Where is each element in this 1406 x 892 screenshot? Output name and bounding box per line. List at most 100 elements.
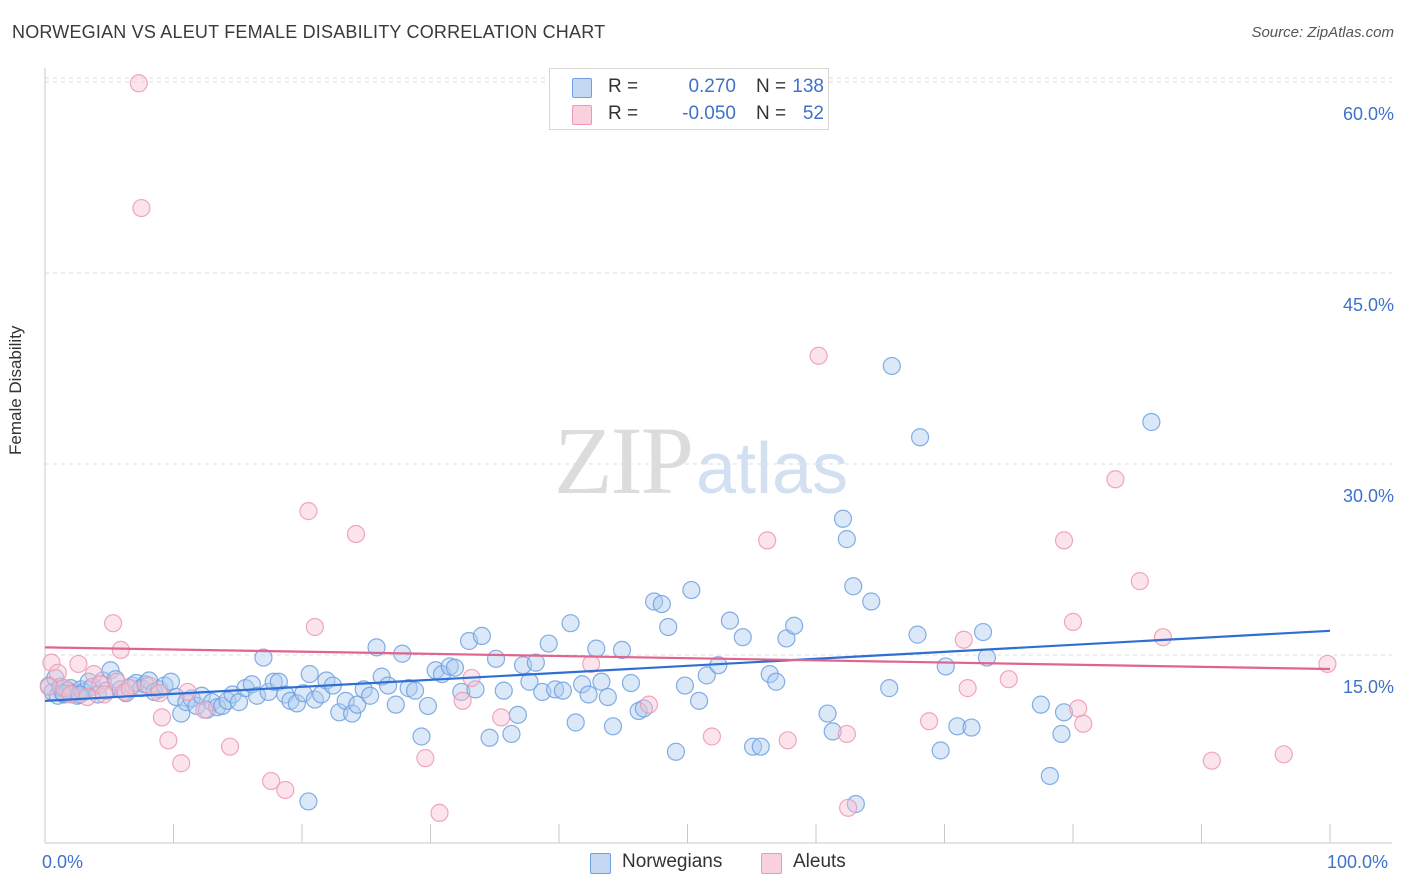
aleuts-point bbox=[837, 724, 856, 744]
norwegians-point bbox=[300, 664, 319, 684]
watermark-zip: ZIP bbox=[554, 407, 694, 514]
aleuts-point bbox=[1063, 612, 1083, 631]
aleuts-point bbox=[139, 676, 159, 695]
aleuts-point bbox=[778, 731, 797, 750]
norwegians-point bbox=[675, 676, 695, 695]
norwegians-point bbox=[579, 685, 598, 704]
norwegians-point bbox=[659, 617, 678, 637]
norwegians-point bbox=[910, 428, 930, 447]
norwegians-point bbox=[299, 792, 318, 811]
r-label: R = bbox=[608, 76, 639, 97]
norwegians-point bbox=[760, 664, 779, 684]
norwegians-point bbox=[587, 639, 606, 658]
aleuts-point bbox=[582, 654, 601, 674]
norwegians-point bbox=[697, 666, 716, 685]
norwegians-point bbox=[472, 626, 491, 646]
norwegians-trend-line bbox=[44, 629, 1331, 702]
norwegians-point bbox=[348, 695, 367, 714]
aleuts-point bbox=[262, 771, 281, 791]
aleuts-point bbox=[1106, 470, 1125, 489]
norwegians-point bbox=[445, 658, 465, 677]
aleuts-point bbox=[492, 708, 511, 727]
aleuts-point bbox=[95, 685, 114, 704]
norwegians-swatch bbox=[572, 78, 592, 98]
norwegians-point bbox=[367, 638, 386, 657]
aleuts-point bbox=[1202, 751, 1221, 770]
aleuts-point bbox=[69, 654, 88, 674]
n-label: N = bbox=[756, 103, 787, 124]
x-tick-label-max: 100.0% bbox=[1327, 852, 1389, 872]
norwegians-point bbox=[931, 741, 950, 760]
aleuts-point bbox=[299, 502, 318, 521]
norwegians-point bbox=[405, 681, 425, 700]
norwegians-point bbox=[666, 742, 686, 761]
aleuts-point bbox=[152, 708, 172, 727]
aleuts-point bbox=[1153, 628, 1173, 647]
norwegians-point bbox=[882, 356, 901, 376]
norwegians-point bbox=[743, 737, 763, 756]
norwegians-point bbox=[172, 704, 191, 723]
norwegians-point bbox=[418, 696, 438, 716]
watermark-atlas: atlas bbox=[696, 429, 849, 509]
aleuts-point bbox=[1274, 745, 1293, 764]
r-value: -0.050 bbox=[682, 103, 736, 124]
r-label: R = bbox=[608, 103, 639, 124]
norwegians-point bbox=[526, 653, 545, 672]
norwegians-point bbox=[546, 680, 565, 699]
norwegians-legend-swatch bbox=[590, 853, 611, 874]
aleuts-point bbox=[48, 663, 67, 682]
aleuts-point bbox=[809, 346, 828, 365]
norwegians-point bbox=[682, 580, 701, 600]
norwegians-point bbox=[46, 668, 65, 688]
aleuts-point bbox=[195, 700, 214, 719]
y-tick-label: 30.0% bbox=[1342, 486, 1394, 506]
aleuts-point bbox=[111, 640, 130, 660]
x-tick-label-min: 0.0% bbox=[42, 852, 84, 872]
norwegians-point bbox=[936, 657, 955, 676]
y-tick-label: 45.0% bbox=[1342, 295, 1394, 315]
norwegians-point bbox=[880, 679, 899, 698]
norwegians-point bbox=[908, 625, 927, 644]
norwegians-point bbox=[561, 614, 580, 633]
aleuts-point bbox=[1069, 699, 1088, 718]
norwegians-point bbox=[948, 717, 967, 736]
norwegians-point bbox=[247, 686, 267, 705]
norwegians-point bbox=[287, 694, 306, 713]
aleuts-point bbox=[220, 737, 240, 756]
aleuts-point bbox=[453, 691, 472, 710]
norwegians-point bbox=[494, 681, 513, 700]
norwegians-point bbox=[592, 672, 611, 691]
aleuts-point bbox=[702, 727, 722, 746]
aleuts-point bbox=[1130, 572, 1149, 591]
norwegians-point bbox=[862, 592, 881, 611]
norwegians-point bbox=[330, 703, 349, 722]
axes bbox=[44, 68, 1392, 844]
norwegians-point bbox=[833, 509, 853, 528]
norwegians-point bbox=[973, 622, 993, 642]
grid-lines bbox=[45, 77, 1392, 656]
aleuts-point bbox=[159, 731, 178, 750]
norwegians-point bbox=[689, 691, 709, 710]
aleuts-point bbox=[954, 630, 973, 649]
norwegians-point bbox=[751, 737, 770, 756]
norwegians-point bbox=[466, 680, 485, 699]
norwegians-point bbox=[1040, 766, 1059, 786]
norwegians-point bbox=[254, 648, 273, 667]
norwegians-point bbox=[652, 594, 671, 614]
norwegians-point bbox=[837, 530, 856, 549]
norwegians-point bbox=[539, 634, 558, 653]
aleuts-point bbox=[78, 687, 97, 707]
y-tick-label: 60.0% bbox=[1342, 104, 1394, 124]
norwegians-point bbox=[486, 649, 506, 668]
aleuts-point bbox=[42, 653, 61, 672]
aleuts-point bbox=[919, 712, 939, 731]
aleuts-point bbox=[104, 614, 123, 633]
norwegians-point bbox=[733, 628, 752, 647]
norwegians-point bbox=[1031, 695, 1050, 714]
norwegians-point bbox=[553, 681, 572, 700]
norwegians-point bbox=[412, 727, 431, 746]
norwegians-point bbox=[386, 695, 405, 714]
aleuts-point bbox=[132, 198, 151, 218]
aleuts-point bbox=[958, 679, 977, 698]
